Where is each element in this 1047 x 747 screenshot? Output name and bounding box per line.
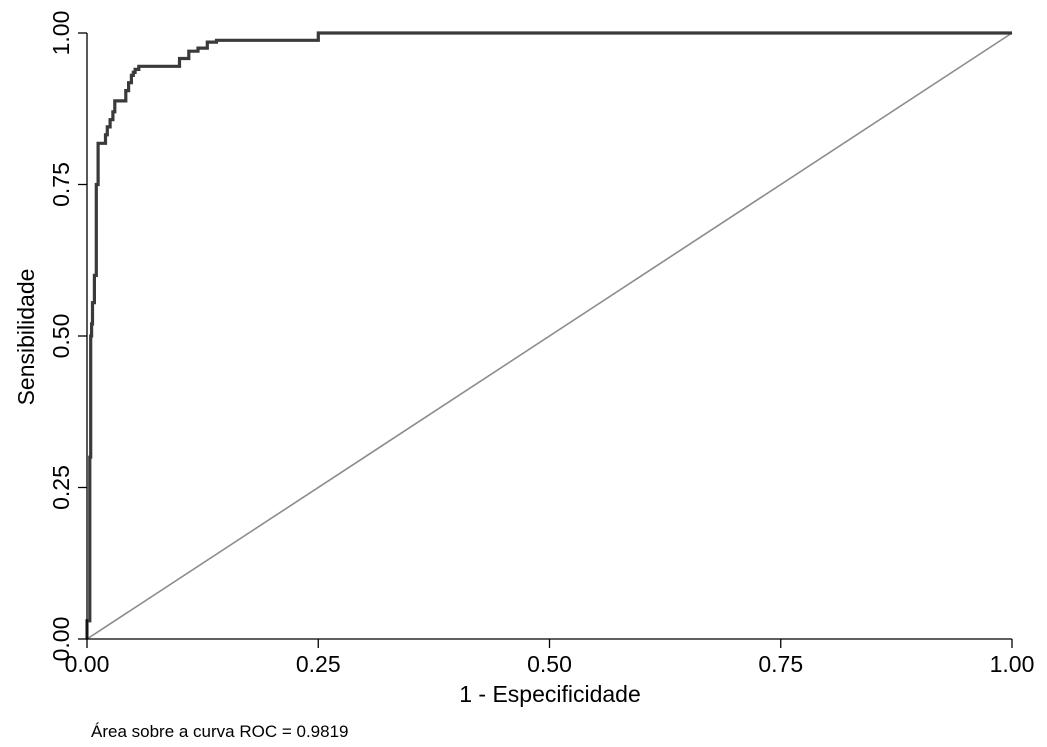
y-axis-title: Sensibilidade [13,269,39,406]
x-tick-label: 0.25 [296,651,341,677]
y-tick-label: 0.50 [48,314,74,359]
x-tick-label: 1.00 [990,651,1035,677]
x-axis-title: 1 - Especificidade [459,681,641,707]
roc-curve-line [85,31,1012,639]
y-tick-label: 0.25 [48,465,74,510]
reference-line [86,32,1013,640]
y-tick-label: 1.00 [48,11,74,56]
x-tick-label: 0.50 [527,651,572,677]
plot-area: 0.00 0.25 0.50 0.75 1.00 0.00 0.25 0.50 0.75 1.00 [48,11,1034,677]
auc-annotation: Área sobre a curva ROC = 0.9819 [91,722,349,741]
y-tick-label: 0.00 [48,617,74,662]
y-tick-label: 0.75 [48,162,74,207]
x-tick-label: 0.00 [65,651,110,677]
x-tick-label: 0.75 [758,651,803,677]
